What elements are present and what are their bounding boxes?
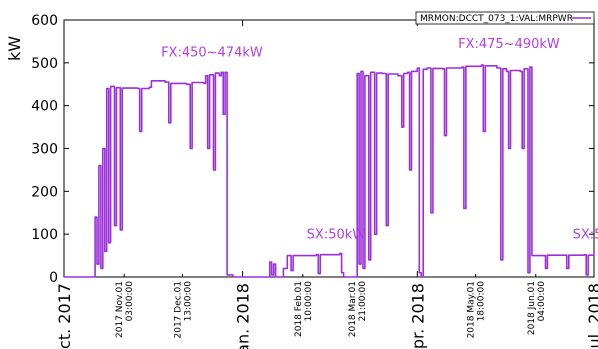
legend-box xyxy=(415,11,595,25)
x-major-tick-label: Oct. 2017 xyxy=(55,283,74,349)
x-minor-tick-label: 2018 May.01 xyxy=(467,281,477,338)
x-minor-tick-label: 13:00:00 xyxy=(183,281,193,322)
x-minor-tick-label: 04:00:00 xyxy=(537,281,547,322)
y-tick-label: 400 xyxy=(31,99,58,115)
x-minor-tick-label: 18:00:00 xyxy=(477,281,487,322)
x-major-tick-label: Jul. 2018 xyxy=(585,283,598,349)
x-minor-tick-label: 10:00:00 xyxy=(304,281,314,322)
series-line xyxy=(64,64,595,278)
y-tick-label: 0 xyxy=(49,270,58,286)
x-major-tick-label: Apr. 2018 xyxy=(408,283,427,349)
annotation-label: SX:50kW xyxy=(307,227,366,242)
x-minor-tick-label: 21:00:00 xyxy=(358,281,368,322)
x-minor-tick-label: 2017 Nov.01 xyxy=(115,281,125,338)
x-minor-tick-label: 03:00:00 xyxy=(125,281,135,322)
annotation-label: FX:450~474kW xyxy=(161,45,263,60)
y-tick-label: 500 xyxy=(31,56,58,72)
x-major-tick-label: Jan. 2018 xyxy=(234,283,253,349)
x-minor-tick-label: 2018 Jun.01 xyxy=(527,281,537,335)
series-group xyxy=(64,64,595,278)
y-tick-label: 600 xyxy=(31,13,58,29)
y-axis-label: kW xyxy=(5,36,24,61)
annotation-label: SX:51kW xyxy=(573,227,598,242)
annotation-label: FX:475~490kW xyxy=(458,37,560,52)
annotations: FX:450~474kW SX:50kW FX:475~490kW SX:51kW xyxy=(161,37,598,243)
legend: MRMON:DCCT_073_1:VAL:MRPWR xyxy=(415,11,595,25)
y-axis: 0 100 200 300 400 500 600 kW xyxy=(5,13,594,286)
x-axis: Oct. 2017 Jan. 2018 Apr. 2018 Jul. 2018 2017… xyxy=(55,20,598,349)
legend-label: MRMON:DCCT_073_1:VAL:MRPWR xyxy=(420,14,573,24)
y-tick-label: 300 xyxy=(31,142,58,158)
y-tick-label: 100 xyxy=(31,227,58,243)
x-minor-tick-label: 2018 Feb.01 xyxy=(294,281,304,337)
y-tick-label: 200 xyxy=(31,184,58,200)
x-minor-tick-label: 2018 Mar.01 xyxy=(348,281,358,337)
x-minor-tick-label: 2017 Dec.01 xyxy=(173,281,183,339)
